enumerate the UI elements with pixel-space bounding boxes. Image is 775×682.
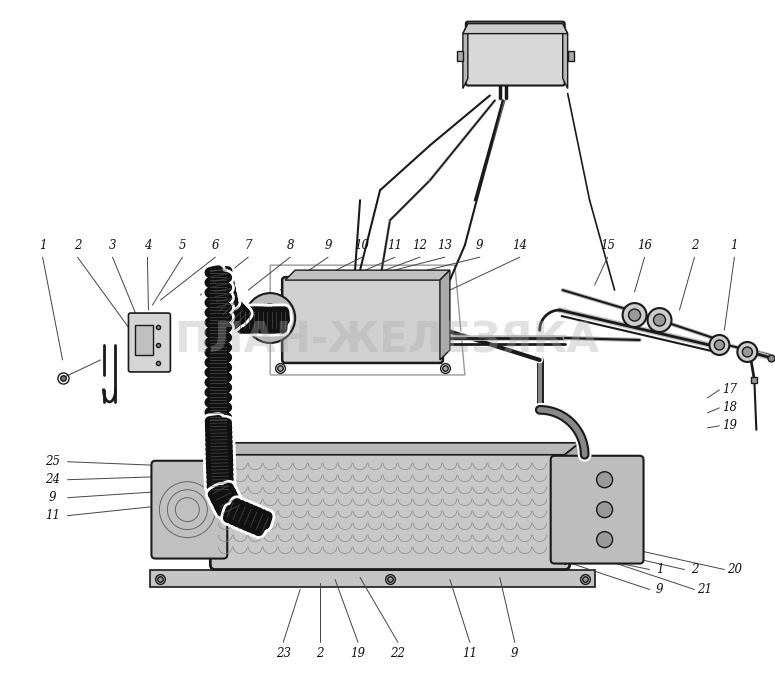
Text: 22: 22	[391, 647, 405, 660]
Text: 16: 16	[637, 239, 652, 252]
Text: 14: 14	[512, 239, 527, 252]
Text: 9: 9	[656, 583, 663, 596]
Polygon shape	[563, 24, 567, 89]
Bar	[150, 569, 594, 587]
Text: 9: 9	[476, 239, 484, 252]
Circle shape	[264, 311, 277, 325]
Circle shape	[648, 308, 671, 332]
Bar	[457, 50, 463, 61]
Text: 8: 8	[287, 239, 294, 252]
Text: 17: 17	[722, 383, 737, 396]
Text: 3: 3	[109, 239, 116, 252]
Bar	[136, 325, 153, 355]
Text: 19: 19	[722, 419, 737, 432]
Polygon shape	[463, 24, 567, 33]
Text: 23: 23	[276, 647, 291, 660]
Text: 19: 19	[350, 647, 366, 660]
FancyBboxPatch shape	[551, 456, 643, 563]
Polygon shape	[285, 270, 450, 280]
Text: 11: 11	[388, 239, 402, 252]
Circle shape	[597, 531, 612, 548]
Text: 24: 24	[45, 473, 60, 486]
Circle shape	[622, 303, 646, 327]
Text: 2: 2	[691, 239, 698, 252]
Text: 11: 11	[45, 509, 60, 522]
Text: 21: 21	[697, 583, 712, 596]
Text: 18: 18	[722, 402, 737, 415]
Text: 7: 7	[244, 239, 252, 252]
Text: 11: 11	[463, 647, 477, 660]
Text: 1: 1	[656, 563, 663, 576]
Circle shape	[737, 342, 757, 362]
Text: ПЛАН-ЖЕЛЕЗЯКА: ПЛАН-ЖЕЛЕЗЯКА	[174, 319, 599, 361]
Text: 5: 5	[178, 239, 186, 252]
Text: 2: 2	[691, 563, 698, 576]
Polygon shape	[565, 443, 580, 565]
Text: 13: 13	[437, 239, 453, 252]
Text: 6: 6	[212, 239, 219, 252]
Text: 2: 2	[316, 647, 324, 660]
Text: 25: 25	[45, 456, 60, 469]
FancyBboxPatch shape	[129, 313, 170, 372]
Text: 2: 2	[74, 239, 81, 252]
Circle shape	[597, 472, 612, 488]
Bar	[567, 50, 574, 61]
FancyBboxPatch shape	[151, 461, 227, 559]
Text: 4: 4	[143, 239, 151, 252]
FancyBboxPatch shape	[210, 449, 570, 569]
Text: 9: 9	[325, 239, 332, 252]
Circle shape	[629, 309, 641, 321]
Text: 9: 9	[49, 491, 57, 504]
Text: 1: 1	[39, 239, 46, 252]
Circle shape	[257, 304, 284, 332]
Polygon shape	[215, 443, 580, 455]
FancyBboxPatch shape	[466, 22, 565, 85]
Circle shape	[653, 314, 666, 326]
Text: 12: 12	[412, 239, 428, 252]
Circle shape	[245, 293, 295, 343]
Text: 15: 15	[600, 239, 615, 252]
Circle shape	[742, 347, 753, 357]
Text: 1: 1	[731, 239, 738, 252]
FancyBboxPatch shape	[282, 277, 443, 363]
Text: 20: 20	[727, 563, 742, 576]
Circle shape	[597, 502, 612, 518]
Circle shape	[709, 335, 729, 355]
Circle shape	[715, 340, 725, 350]
Polygon shape	[440, 270, 450, 360]
Polygon shape	[463, 24, 468, 89]
Text: 9: 9	[511, 647, 518, 660]
Text: 10: 10	[354, 239, 370, 252]
